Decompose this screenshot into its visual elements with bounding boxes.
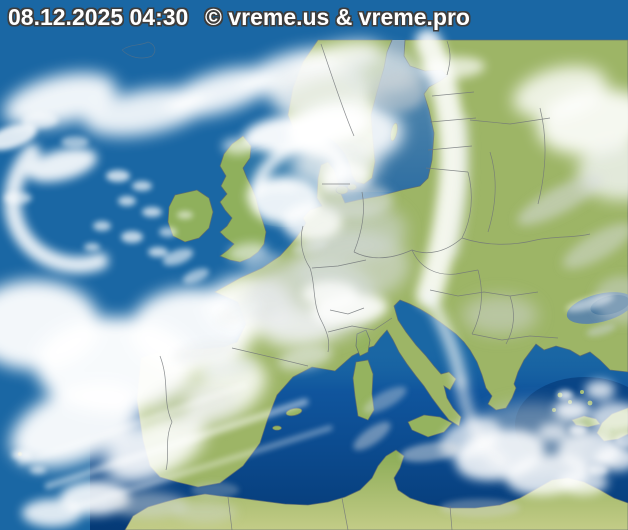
cloud-layer-soft	[0, 41, 628, 483]
border-france-east	[309, 267, 330, 353]
coast-iceland	[121, 41, 156, 59]
borders-layer	[121, 40, 591, 530]
island-sicily	[407, 414, 453, 438]
border-pyrenees	[231, 347, 309, 367]
island-corsica	[355, 329, 371, 357]
central-europe-front-band	[415, 29, 466, 308]
borders-north-africa	[227, 496, 453, 530]
border-portugal-spain	[159, 355, 173, 471]
cloud-layer-fronts	[4, 29, 628, 527]
island-ibiza	[272, 425, 282, 431]
border-norway-sweden	[320, 43, 355, 137]
atlantic-cyclone-spiral	[4, 143, 109, 274]
cloud-layer-cumulus	[0, 112, 628, 517]
borders-baltic-states	[425, 91, 477, 173]
